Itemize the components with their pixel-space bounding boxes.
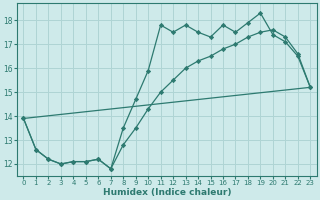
X-axis label: Humidex (Indice chaleur): Humidex (Indice chaleur) — [103, 188, 231, 197]
